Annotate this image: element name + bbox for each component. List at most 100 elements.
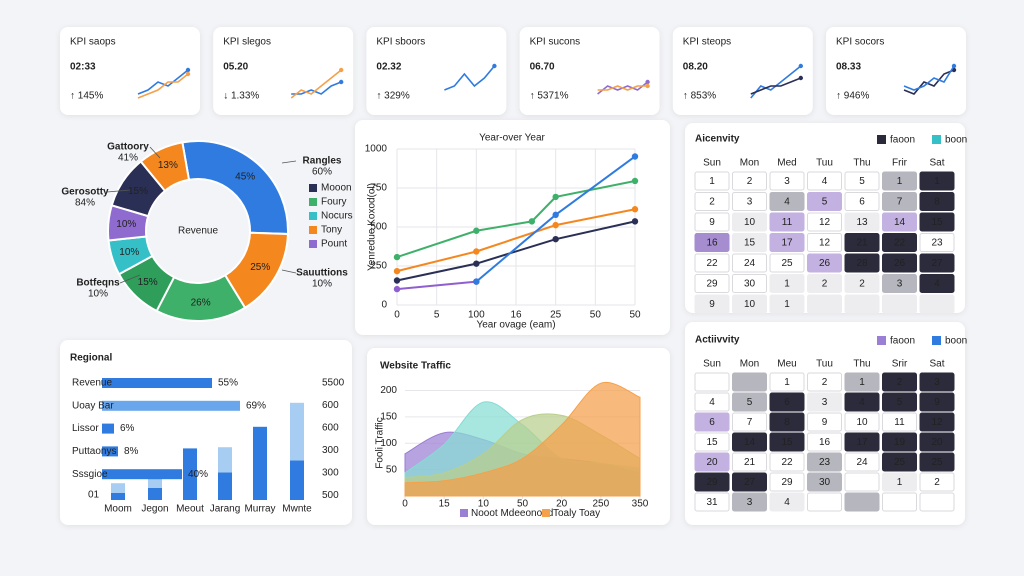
- line-point: [631, 153, 639, 160]
- calendar-day: 11: [782, 217, 793, 228]
- calendar-day: 28: [856, 258, 868, 269]
- slice-label: 10%: [119, 247, 139, 258]
- bar-value-label: 69%: [246, 400, 266, 411]
- calendar-day: 23: [931, 238, 943, 249]
- chart-title: Year-over Year: [479, 133, 545, 144]
- right-label: 300: [322, 468, 339, 479]
- column-segment: [111, 492, 125, 500]
- calendar-cell: [807, 472, 842, 492]
- calendar-cell: [844, 294, 880, 314]
- calendar-title: Aicenvity: [695, 134, 740, 145]
- calendar-day: 27: [744, 477, 756, 488]
- calendar-cell: [882, 233, 917, 252]
- weekday-label: Mon: [740, 359, 759, 370]
- bar: [102, 378, 212, 388]
- legend-label: Pount: [321, 239, 347, 250]
- donut-slice: [181, 140, 289, 235]
- calendar-day: 2: [934, 477, 940, 488]
- right-label: 500: [322, 490, 339, 501]
- callout-value: 60%: [312, 167, 332, 178]
- calendar-cell: [694, 372, 730, 392]
- y-tick-label: 150: [380, 412, 397, 423]
- column-label: Jegon: [141, 504, 168, 515]
- callout-name: Gattoory: [107, 142, 149, 153]
- calendar-day: 5: [747, 397, 753, 408]
- column-segment: [148, 488, 162, 500]
- x-tick-label: 10: [478, 499, 490, 510]
- calendar-cell: [919, 212, 955, 232]
- legend-swatch: [932, 336, 941, 345]
- column-segment: [183, 448, 197, 500]
- calendar-cell: [919, 171, 955, 191]
- sparkline: [444, 65, 496, 91]
- calendar-cell: [807, 432, 842, 452]
- calendar-cell: [694, 171, 730, 191]
- calendar-day: 5: [897, 397, 903, 408]
- calendar-day: 17: [781, 238, 793, 249]
- sparkline: [137, 73, 189, 99]
- sparkline: [597, 85, 648, 91]
- calendar-day: 6: [859, 197, 865, 208]
- legend-label: Toaly Toay: [553, 508, 600, 519]
- calendar-day: 22: [894, 238, 906, 249]
- legend-label: boon: [945, 135, 967, 146]
- calendar-day: 5: [859, 176, 865, 187]
- bar: [102, 469, 182, 480]
- calendar-cell: [807, 192, 842, 211]
- calendar-day: 2: [859, 279, 865, 290]
- right-label: 600: [322, 423, 339, 434]
- legend-label: Nocurs: [321, 211, 353, 222]
- calendar-cell: [919, 412, 955, 432]
- calendar-cell: [919, 253, 955, 273]
- line-point: [393, 253, 401, 261]
- calendar-cell: [844, 452, 880, 472]
- calendar-cell: [882, 432, 917, 452]
- calendar-day: 3: [747, 197, 753, 208]
- calendar-cell: [694, 392, 730, 412]
- calendar-day: 1: [784, 377, 790, 388]
- calendar-cell: [919, 294, 955, 314]
- calendar-day: 19: [894, 437, 906, 448]
- legend-label: Nooot Mdeeonood: [471, 508, 553, 519]
- kpi-label: KPI saops: [70, 37, 116, 48]
- x-axis-label: Year ovage (eam): [476, 320, 555, 331]
- calendar-day: 16: [819, 437, 831, 448]
- calendar-day: 12: [819, 238, 831, 249]
- callout-leader: [106, 189, 131, 193]
- calendar-cell: [732, 274, 767, 293]
- calendar-day: 3: [934, 377, 940, 388]
- legend-swatch: [542, 509, 550, 517]
- weekday-label: Med: [777, 158, 796, 169]
- callout-value: 10%: [88, 289, 108, 300]
- calendar-cell: [732, 212, 767, 232]
- calendar-cell: [769, 294, 805, 314]
- legend-swatch: [932, 135, 941, 144]
- kpi-value: 05.20: [223, 62, 248, 73]
- line-series: [396, 280, 477, 291]
- bar-value-label: 8%: [124, 446, 139, 457]
- calendar-day: 9: [709, 299, 715, 310]
- calendar-day: 4: [859, 397, 865, 408]
- line-point: [552, 221, 559, 229]
- calendar-cell: [694, 472, 730, 492]
- bar: [102, 400, 240, 411]
- x-tick-label: 15: [439, 499, 451, 510]
- calendar-day: 9: [709, 217, 715, 228]
- sparkline-end: [339, 67, 344, 73]
- calendar-cell: [694, 432, 730, 452]
- calendar-day: 15: [706, 437, 718, 448]
- kpi-value: 02:33: [70, 62, 96, 73]
- calendar-day: 23: [819, 457, 831, 468]
- calendar-cell: [769, 171, 805, 191]
- line-point: [631, 206, 639, 213]
- calendar-day: 29: [781, 477, 793, 488]
- y-tick-label: 200: [380, 385, 397, 396]
- x-tick-label: 16: [510, 310, 522, 321]
- kpi-label: KPI socors: [836, 37, 884, 48]
- line-series: [396, 220, 636, 282]
- x-tick-label: 0: [402, 499, 408, 510]
- slice-label: 15%: [128, 186, 148, 197]
- calendar-day: 2: [822, 377, 828, 388]
- calendar-day: 14: [744, 437, 756, 448]
